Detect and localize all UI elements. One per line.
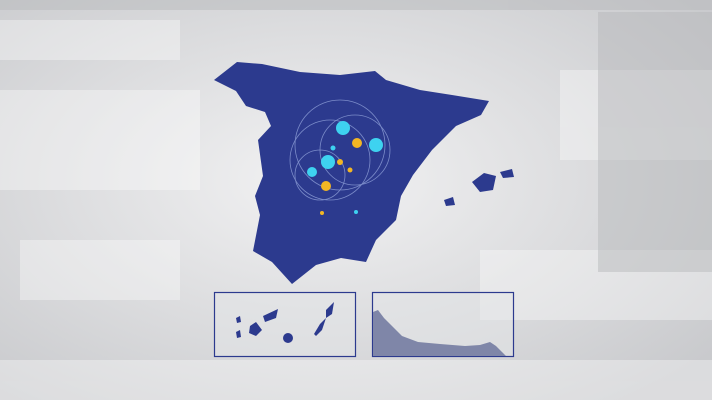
background-panels-dark [0,0,712,272]
rings [289,99,391,201]
ceuta-melilla-inset [371,291,515,358]
mainland-map [214,62,489,284]
balearic-islands [444,169,514,206]
markers [307,121,383,215]
canary-inset [213,291,357,358]
